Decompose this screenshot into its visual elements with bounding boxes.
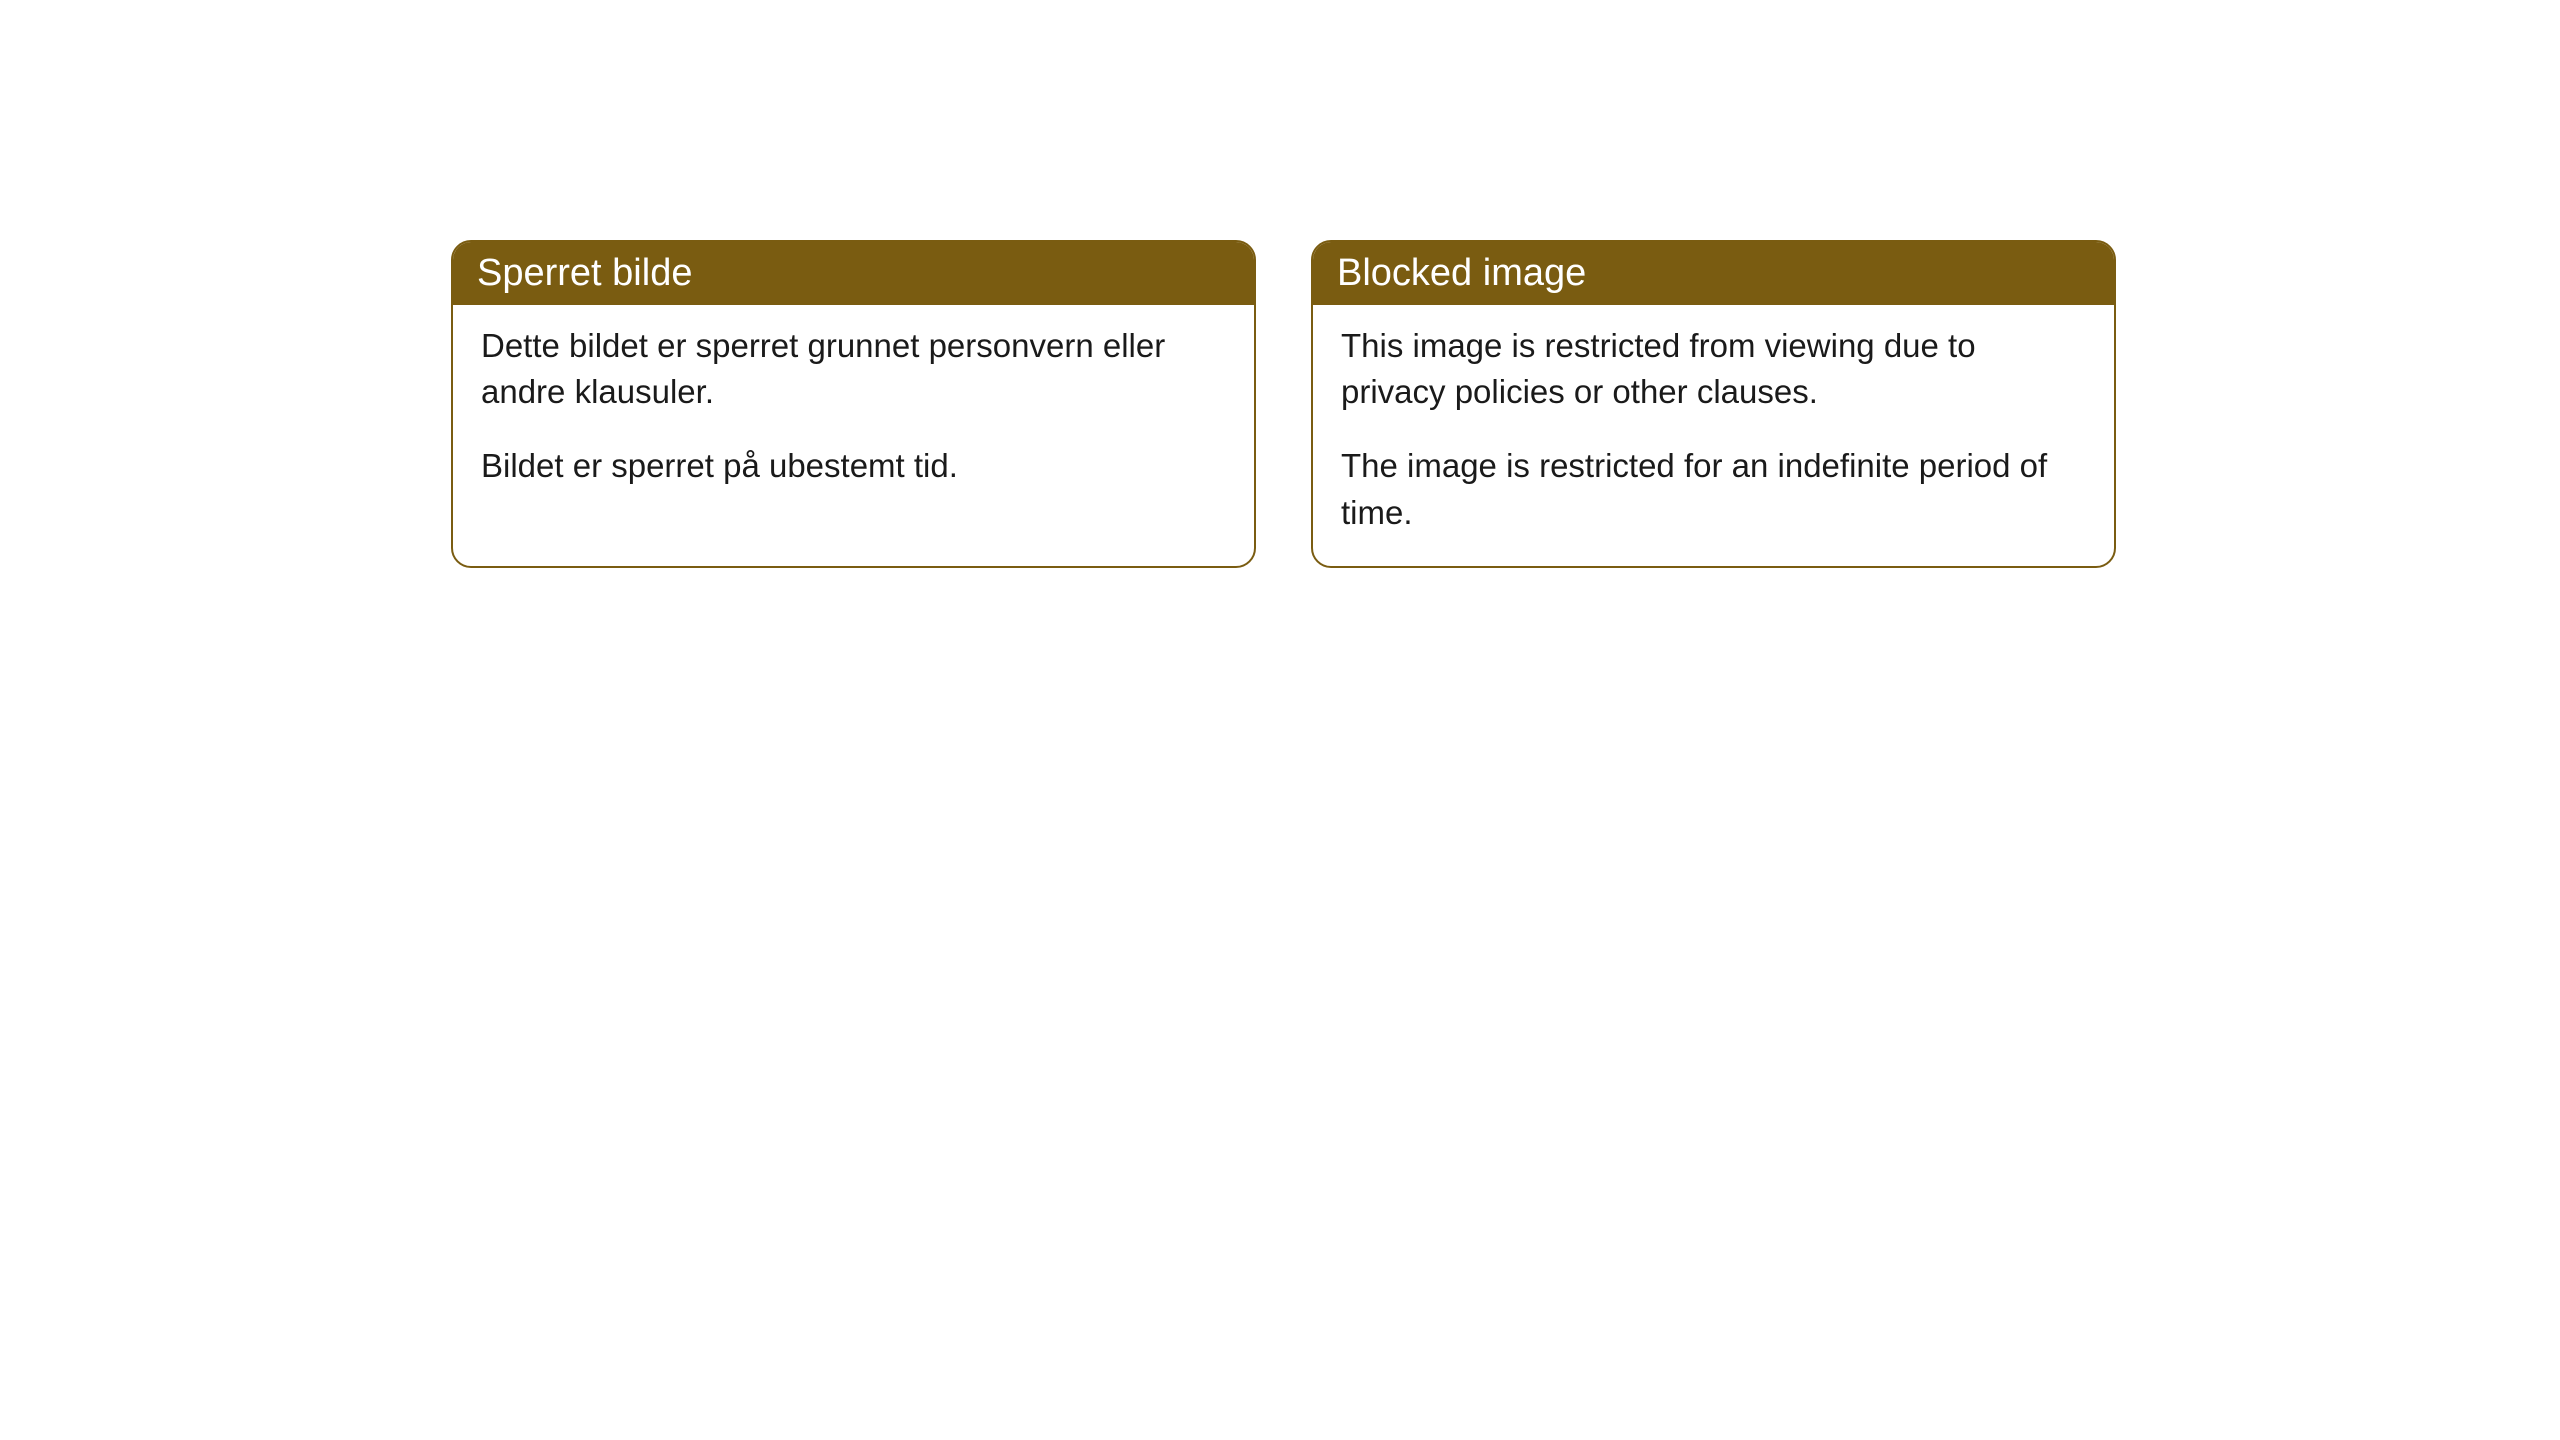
card-title: Sperret bilde [477, 252, 692, 294]
card-paragraph-1: Dette bildet er sperret grunnet personve… [481, 323, 1226, 415]
blocked-image-card-no: Sperret bilde Dette bildet er sperret gr… [451, 240, 1256, 568]
card-header: Sperret bilde [453, 242, 1254, 305]
card-body: This image is restricted from viewing du… [1313, 305, 2114, 566]
cards-container: Sperret bilde Dette bildet er sperret gr… [451, 240, 2116, 568]
card-paragraph-2: The image is restricted for an indefinit… [1341, 443, 2086, 535]
card-paragraph-2: Bildet er sperret på ubestemt tid. [481, 443, 1226, 489]
card-paragraph-1: This image is restricted from viewing du… [1341, 323, 2086, 415]
blocked-image-card-en: Blocked image This image is restricted f… [1311, 240, 2116, 568]
card-header: Blocked image [1313, 242, 2114, 305]
card-title: Blocked image [1337, 252, 1586, 294]
card-body: Dette bildet er sperret grunnet personve… [453, 305, 1254, 520]
